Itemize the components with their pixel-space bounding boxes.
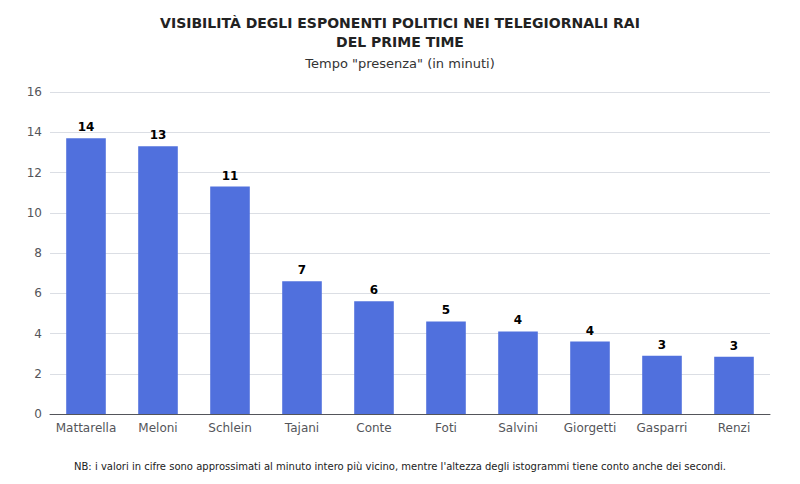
svg-text:4: 4 bbox=[586, 324, 594, 338]
svg-text:8: 8 bbox=[34, 246, 42, 260]
svg-text:14: 14 bbox=[27, 125, 42, 139]
svg-text:2: 2 bbox=[34, 367, 42, 381]
svg-text:NB: i valori in cifre sono app: NB: i valori in cifre sono approssimati … bbox=[74, 461, 726, 472]
svg-text:4: 4 bbox=[34, 327, 42, 341]
svg-text:Schlein: Schlein bbox=[208, 421, 251, 435]
svg-text:3: 3 bbox=[658, 338, 666, 352]
svg-text:7: 7 bbox=[298, 263, 306, 277]
svg-text:14: 14 bbox=[78, 120, 95, 134]
svg-text:12: 12 bbox=[27, 166, 42, 180]
svg-text:0: 0 bbox=[34, 407, 42, 421]
svg-text:Renzi: Renzi bbox=[718, 421, 750, 435]
svg-text:Giorgetti: Giorgetti bbox=[564, 421, 616, 435]
svg-text:10: 10 bbox=[27, 206, 42, 220]
svg-text:3: 3 bbox=[730, 339, 738, 353]
svg-text:Gasparri: Gasparri bbox=[637, 421, 688, 435]
svg-text:6: 6 bbox=[370, 283, 378, 297]
svg-text:Mattarella: Mattarella bbox=[56, 421, 117, 435]
svg-text:DEL PRIME TIME: DEL PRIME TIME bbox=[336, 34, 464, 50]
svg-text:VISIBILITÀ DEGLI ESPONENTI POL: VISIBILITÀ DEGLI ESPONENTI POLITICI NEI … bbox=[160, 15, 640, 31]
svg-text:Conte: Conte bbox=[356, 421, 391, 435]
svg-text:Tempo "presenza" (in minuti): Tempo "presenza" (in minuti) bbox=[304, 56, 495, 71]
svg-text:Foti: Foti bbox=[435, 421, 457, 435]
svg-text:13: 13 bbox=[150, 128, 167, 142]
svg-text:4: 4 bbox=[514, 313, 522, 327]
svg-text:Meloni: Meloni bbox=[138, 421, 177, 435]
svg-text:5: 5 bbox=[442, 303, 450, 317]
svg-text:Salvini: Salvini bbox=[498, 421, 538, 435]
svg-text:11: 11 bbox=[222, 169, 239, 183]
svg-text:6: 6 bbox=[34, 286, 42, 300]
svg-text:16: 16 bbox=[27, 85, 42, 99]
svg-text:Tajani: Tajani bbox=[284, 421, 319, 435]
